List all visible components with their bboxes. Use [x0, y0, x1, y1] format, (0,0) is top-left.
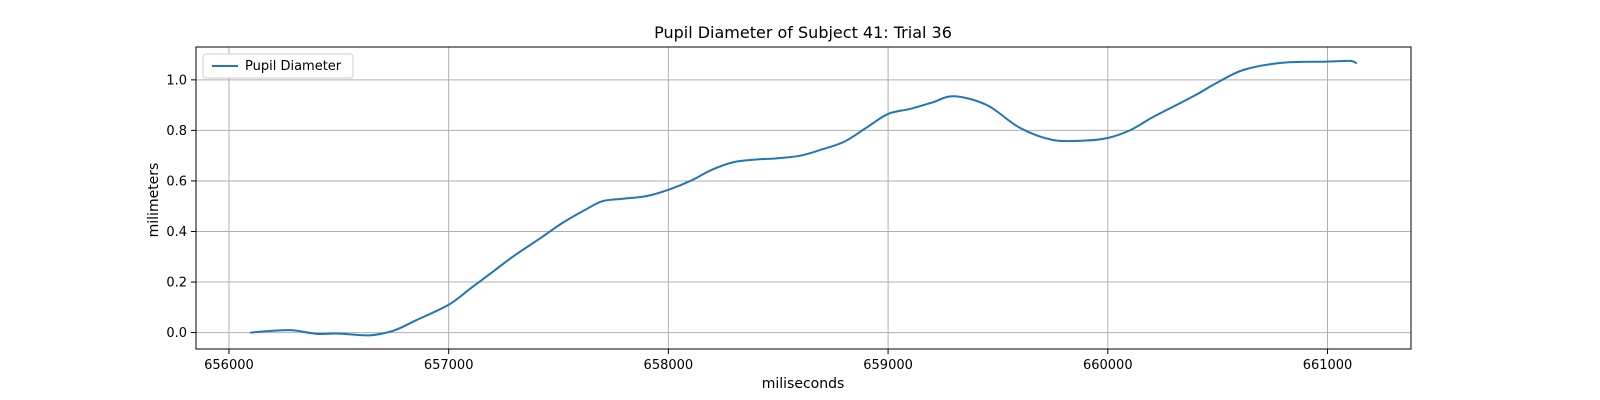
chart-title: Pupil Diameter of Subject 41: Trial 36 [654, 23, 952, 42]
series-layer [249, 59, 1358, 337]
y-tick-label: 0.2 [166, 276, 187, 291]
legend: Pupil Diameter [202, 53, 354, 79]
y-axis-title: milimeters [146, 163, 162, 238]
legend-series-label: Pupil Diameter [245, 59, 342, 74]
x-axis-title: miliseconds [762, 376, 845, 392]
x-tick-label: 660000 [1083, 358, 1133, 373]
grid-layer [196, 47, 1411, 349]
x-axis-ticks: 656000 657000 658000 659000 660000 661000 [204, 349, 1352, 373]
plot-frame [195, 46, 1412, 350]
y-tick-label: 0.0 [166, 326, 187, 341]
series-line-pupil-diameter [249, 59, 1358, 337]
x-tick-label: 658000 [644, 358, 694, 373]
x-tick-label: 657000 [424, 358, 474, 373]
x-tick-label: 661000 [1303, 358, 1353, 373]
y-tick-label: 0.4 [166, 225, 187, 240]
x-tick-label: 656000 [204, 358, 254, 373]
y-axis-ticks: 0.0 0.2 0.4 0.6 0.8 1.0 [166, 73, 196, 341]
x-tick-label: 659000 [863, 358, 913, 373]
y-tick-label: 0.8 [166, 124, 187, 139]
y-tick-label: 1.0 [166, 73, 187, 88]
y-tick-label: 0.6 [166, 174, 187, 189]
legend-box [202, 53, 354, 79]
